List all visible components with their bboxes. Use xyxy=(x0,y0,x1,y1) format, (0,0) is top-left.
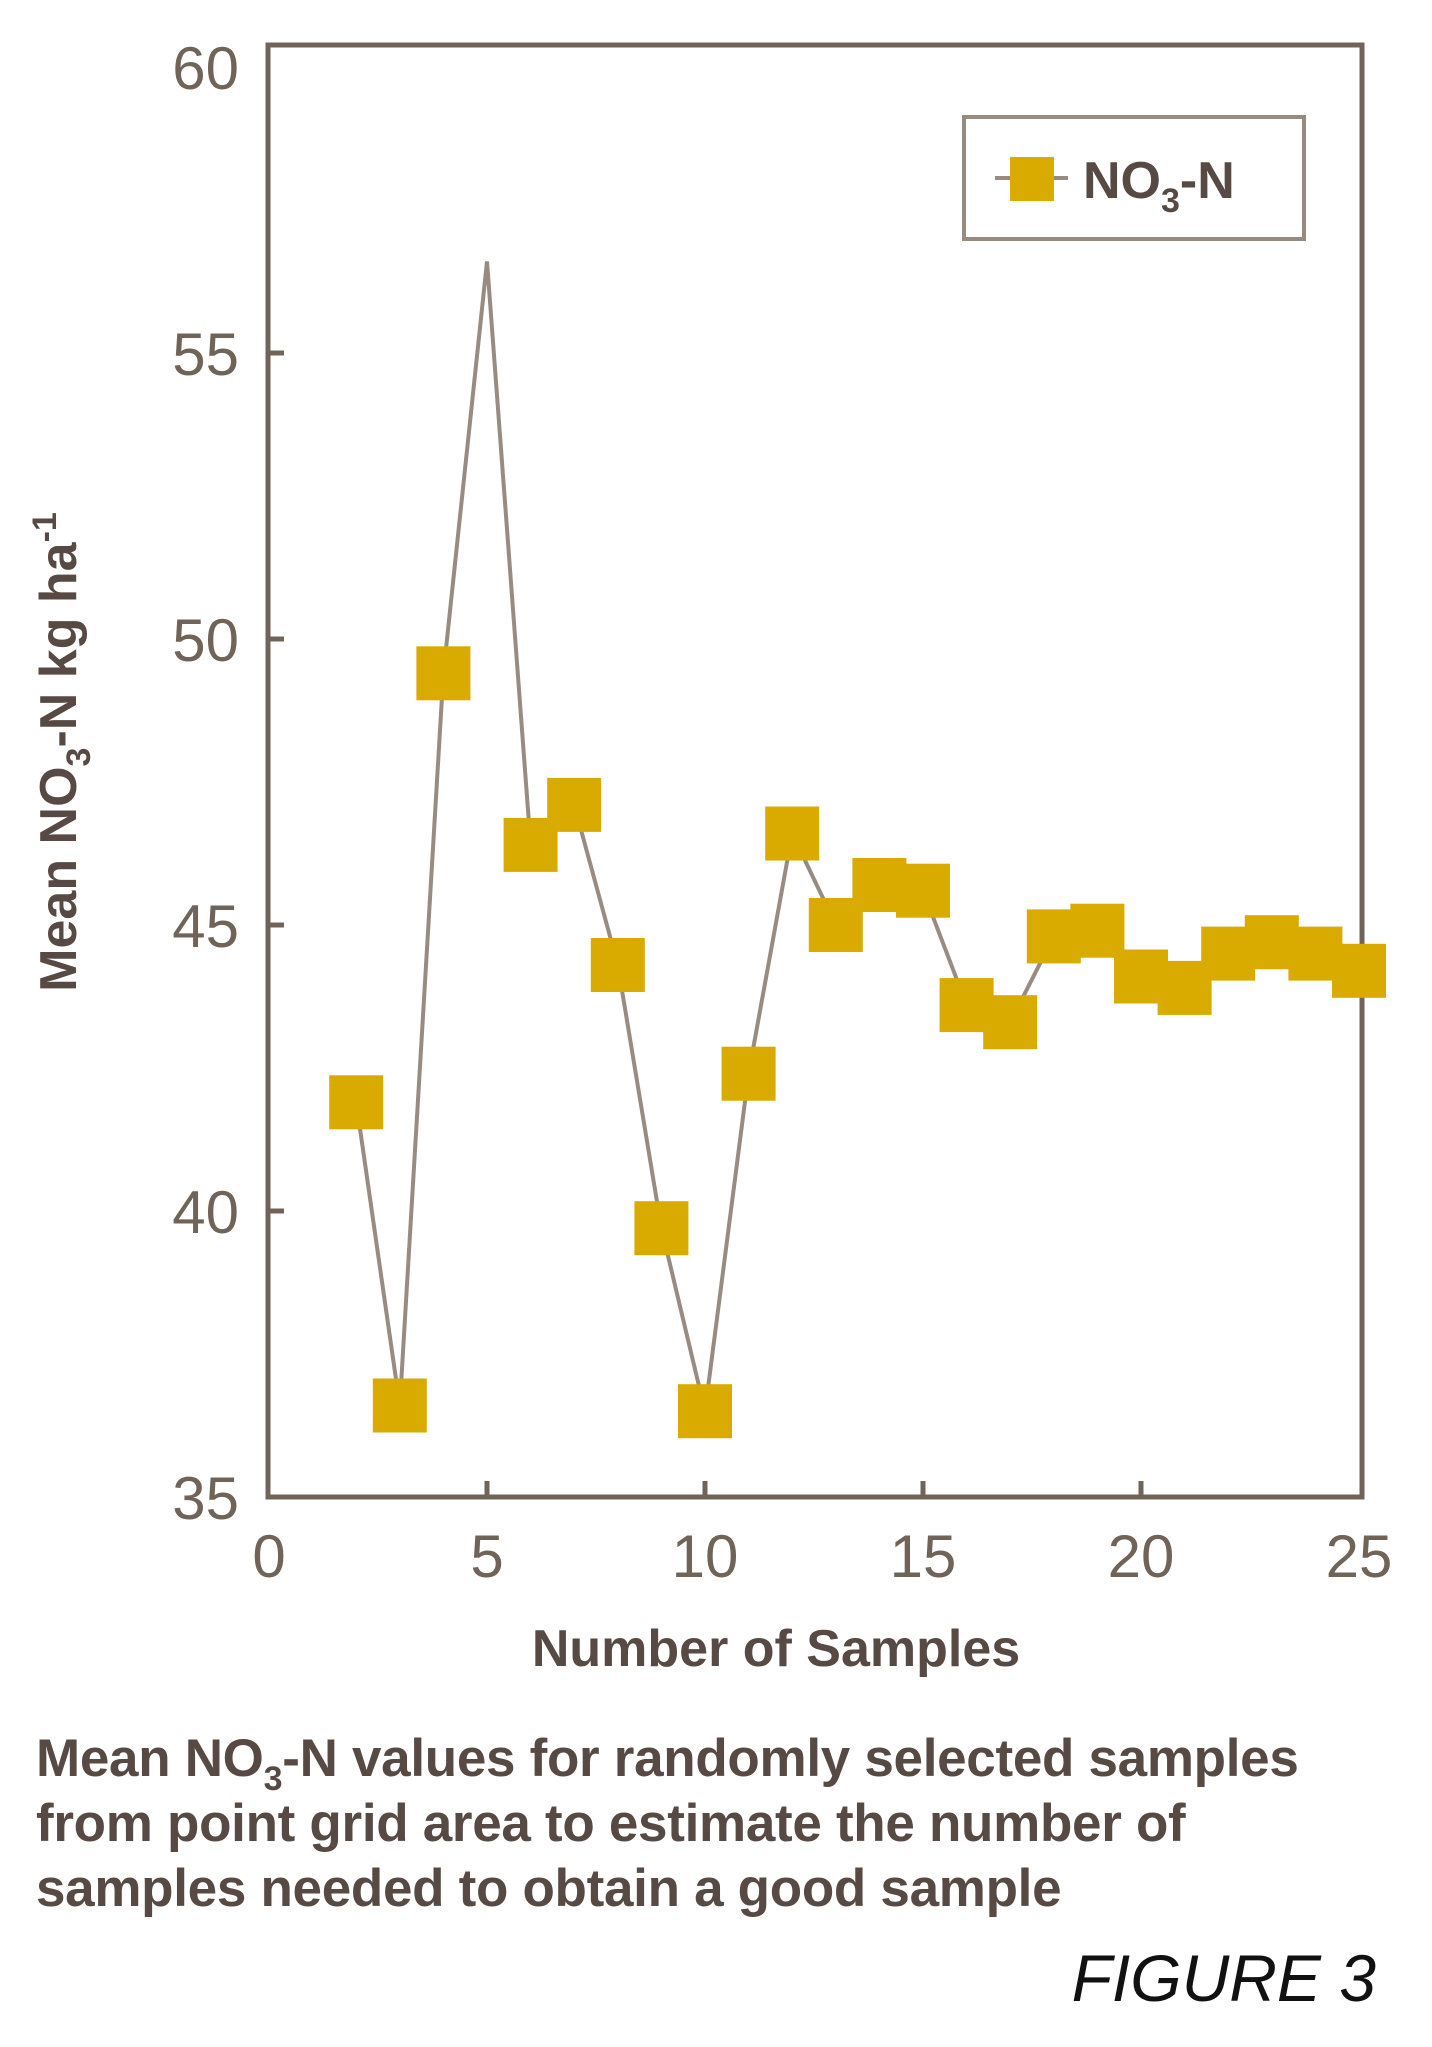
y-axis-title: Mean NO3-N kg ha-1 xyxy=(26,512,98,992)
y-tick-label: 45 xyxy=(172,893,239,960)
data-point-square-marker xyxy=(329,1075,384,1130)
legend-label: NO3-N xyxy=(1083,152,1235,220)
data-point-square-marker xyxy=(896,863,950,918)
y-tick-label: 40 xyxy=(172,1179,239,1246)
x-axis-title: Number of Samples xyxy=(532,1620,1020,1678)
y-axis-ticks: 35 40 45 50 55 60 xyxy=(172,35,284,1532)
caption-line-2: from point grid area to estimate the num… xyxy=(36,1794,1186,1853)
caption-line-3: samples needed to obtain a good sample xyxy=(36,1859,1062,1918)
chart: 35 40 45 50 55 60 0 5 10 15 20 25 NO3-N Mean NO3-N… xyxy=(26,35,1392,1678)
data-point-square-marker xyxy=(547,777,602,832)
x-tick-label: 10 xyxy=(672,1523,739,1590)
figure-number-label: FIGURE 3 xyxy=(1071,1941,1376,2015)
data-point-square-marker xyxy=(1332,943,1386,998)
data-point-square-marker xyxy=(678,1384,732,1439)
data-point-square-marker xyxy=(765,806,820,861)
data-point-square-marker xyxy=(1070,903,1125,958)
data-series xyxy=(329,261,1386,1439)
y-tick-label: 55 xyxy=(172,321,239,388)
y-tick-label: 50 xyxy=(172,607,239,674)
x-tick-label: 20 xyxy=(1108,1523,1175,1590)
data-point-square-marker xyxy=(983,995,1038,1050)
x-tick-label: 0 xyxy=(252,1523,285,1590)
data-point-square-marker xyxy=(634,1201,689,1256)
data-point-square-marker xyxy=(372,1378,427,1433)
x-tick-label: 15 xyxy=(890,1523,957,1590)
data-point-square-marker xyxy=(416,646,471,701)
data-point-square-marker xyxy=(721,1046,776,1101)
x-tick-label: 25 xyxy=(1326,1523,1393,1590)
caption-line-1: Mean NO3-N values for randomly selected … xyxy=(36,1729,1299,1798)
legend-square-marker-icon xyxy=(1010,157,1054,201)
x-tick-label: 5 xyxy=(470,1523,503,1590)
legend: NO3-N xyxy=(962,115,1306,241)
figure-caption: Mean NO3-N values for randomly selected … xyxy=(36,1726,1426,1921)
data-point-square-marker xyxy=(590,938,645,992)
x-axis-ticks: 0 5 10 15 20 25 xyxy=(252,1481,1392,1590)
y-tick-label: 35 xyxy=(172,1465,239,1532)
plot-frame xyxy=(265,42,1365,1500)
y-tick-label: 60 xyxy=(172,35,239,102)
